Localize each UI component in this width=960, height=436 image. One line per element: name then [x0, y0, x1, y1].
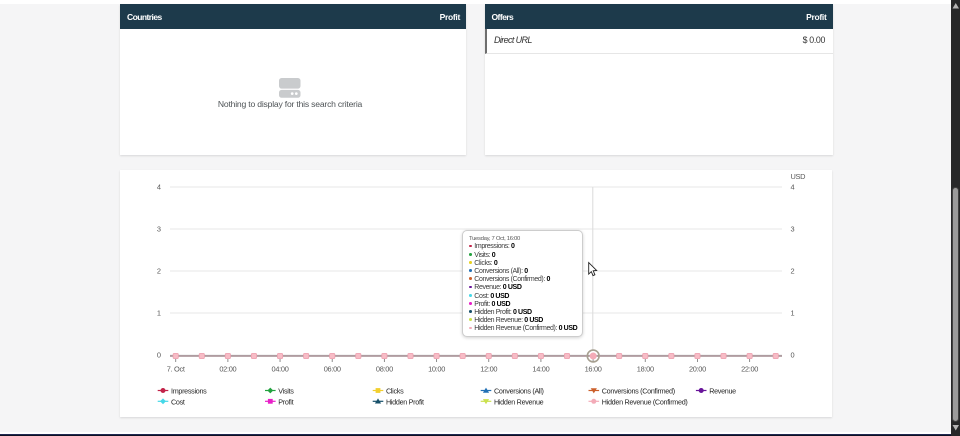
svg-text:22:00: 22:00 [741, 364, 758, 373]
svg-text:0: 0 [791, 351, 795, 360]
svg-text:02:00: 02:00 [219, 364, 236, 373]
svg-text:18:00: 18:00 [637, 364, 654, 373]
svg-text:04:00: 04:00 [272, 364, 289, 373]
svg-text:2: 2 [791, 267, 795, 276]
svg-text:Visits: Visits [278, 387, 294, 396]
svg-text:14:00: 14:00 [532, 364, 549, 373]
svg-text:Profit: Profit [278, 397, 293, 406]
svg-text:Revenue: Revenue [709, 387, 736, 396]
svg-text:16:00: 16:00 [585, 364, 602, 373]
svg-text:1: 1 [157, 309, 161, 318]
svg-text:4: 4 [157, 183, 161, 192]
svg-text:Hidden Revenue (Confirmed): Hidden Revenue (Confirmed) [602, 397, 688, 406]
svg-text:08:00: 08:00 [376, 364, 393, 373]
svg-text:Hidden Revenue: Hidden Revenue [494, 397, 544, 406]
svg-text:12:00: 12:00 [480, 364, 497, 373]
svg-text:20:00: 20:00 [689, 364, 706, 373]
svg-text:Impressions: Impressions [171, 387, 207, 396]
svg-text:3: 3 [157, 225, 161, 234]
svg-text:Cost: Cost [171, 397, 185, 406]
svg-text:7. Oct: 7. Oct [167, 364, 185, 373]
svg-text:Clicks: Clicks [386, 387, 404, 396]
svg-text:06:00: 06:00 [324, 364, 341, 373]
svg-text:0: 0 [157, 351, 161, 360]
svg-text:Conversions (All): Conversions (All) [494, 387, 544, 396]
svg-text:3: 3 [791, 225, 795, 234]
svg-text:1: 1 [791, 309, 795, 318]
svg-text:10:00: 10:00 [428, 364, 445, 373]
svg-text:2: 2 [157, 267, 161, 276]
svg-text:4: 4 [791, 183, 795, 192]
svg-text:USD: USD [791, 172, 806, 181]
svg-text:Conversions (Confirmed): Conversions (Confirmed) [602, 387, 675, 396]
svg-text:Hidden Profit: Hidden Profit [386, 397, 424, 406]
